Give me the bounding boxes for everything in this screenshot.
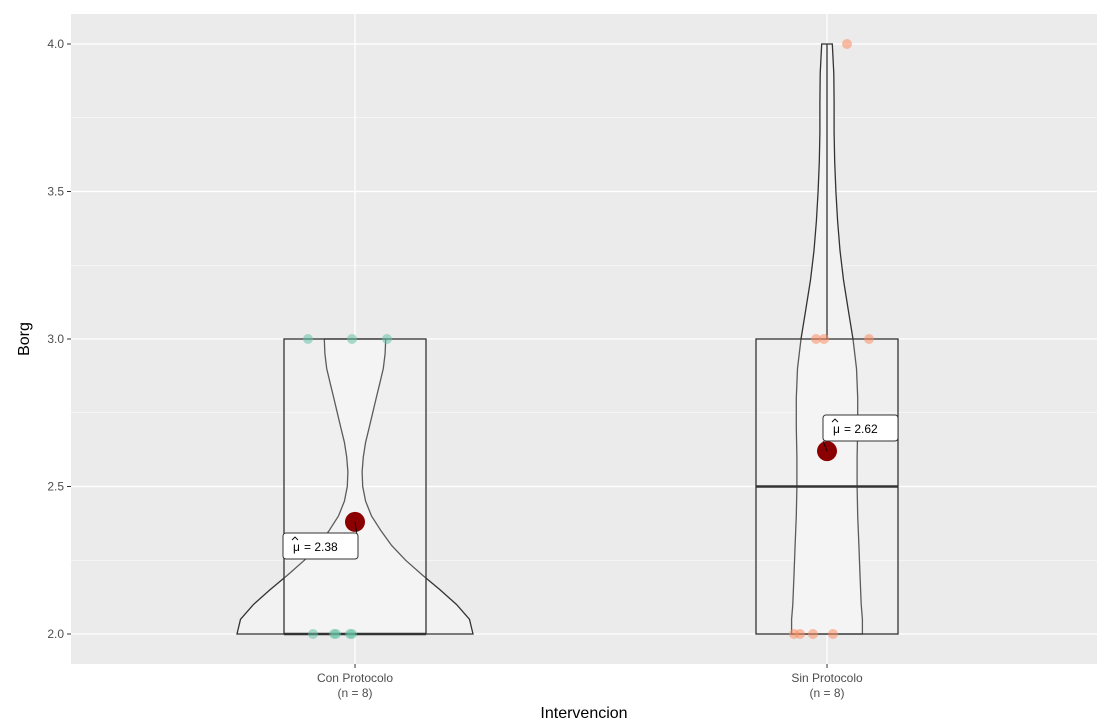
- mean-label-text: = 2.38: [304, 540, 338, 554]
- mean-label-box: [822, 414, 899, 442]
- x-tick-label: Con Protocolo: [317, 671, 393, 685]
- data-point: [795, 629, 805, 639]
- x-tick-label: Sin Protocolo: [791, 671, 863, 685]
- data-point: [864, 334, 874, 344]
- y-axis: 2.0 2.5 3.0 3.5 4.0: [47, 37, 71, 641]
- hat-icon: [291, 536, 299, 541]
- data-points: [303, 39, 874, 639]
- data-point: [303, 334, 313, 344]
- y-tick-label: 2.5: [47, 480, 64, 494]
- mean-label-box: [282, 532, 359, 560]
- y-tick-label: 2.0: [47, 627, 64, 641]
- mu-hat-symbol: μ: [293, 540, 300, 554]
- mean-labels: μ = 2.38 μ = 2.62: [282, 414, 899, 560]
- data-point: [382, 334, 392, 344]
- boxplots: [283, 44, 899, 636]
- data-point: [819, 334, 829, 344]
- y-tick-label: 3.0: [47, 332, 64, 346]
- y-tick-label: 3.5: [47, 185, 64, 199]
- mean-label-leader: [822, 440, 828, 452]
- y-tick-label: 4.0: [47, 37, 64, 51]
- x-tick-count: (n = 8): [337, 686, 372, 700]
- mean-label-text: = 2.62: [844, 422, 878, 436]
- hat-icon: [831, 418, 839, 423]
- data-point: [345, 629, 355, 639]
- x-axis-title: Intervencion: [540, 705, 627, 720]
- data-point: [347, 334, 357, 344]
- x-axis: Con Protocolo(n = 8)Sin Protocolo(n = 8): [317, 664, 863, 700]
- mu-hat-symbol: μ: [833, 422, 840, 436]
- data-point: [828, 629, 838, 639]
- data-point: [808, 629, 818, 639]
- y-axis-title: Borg: [16, 322, 33, 356]
- minor-gridlines: [71, 117, 1097, 561]
- data-point: [811, 334, 821, 344]
- box: [283, 338, 427, 635]
- data-point: [331, 629, 341, 639]
- x-tick-count: (n = 8): [809, 686, 844, 700]
- data-point: [308, 629, 318, 639]
- data-point: [842, 39, 852, 49]
